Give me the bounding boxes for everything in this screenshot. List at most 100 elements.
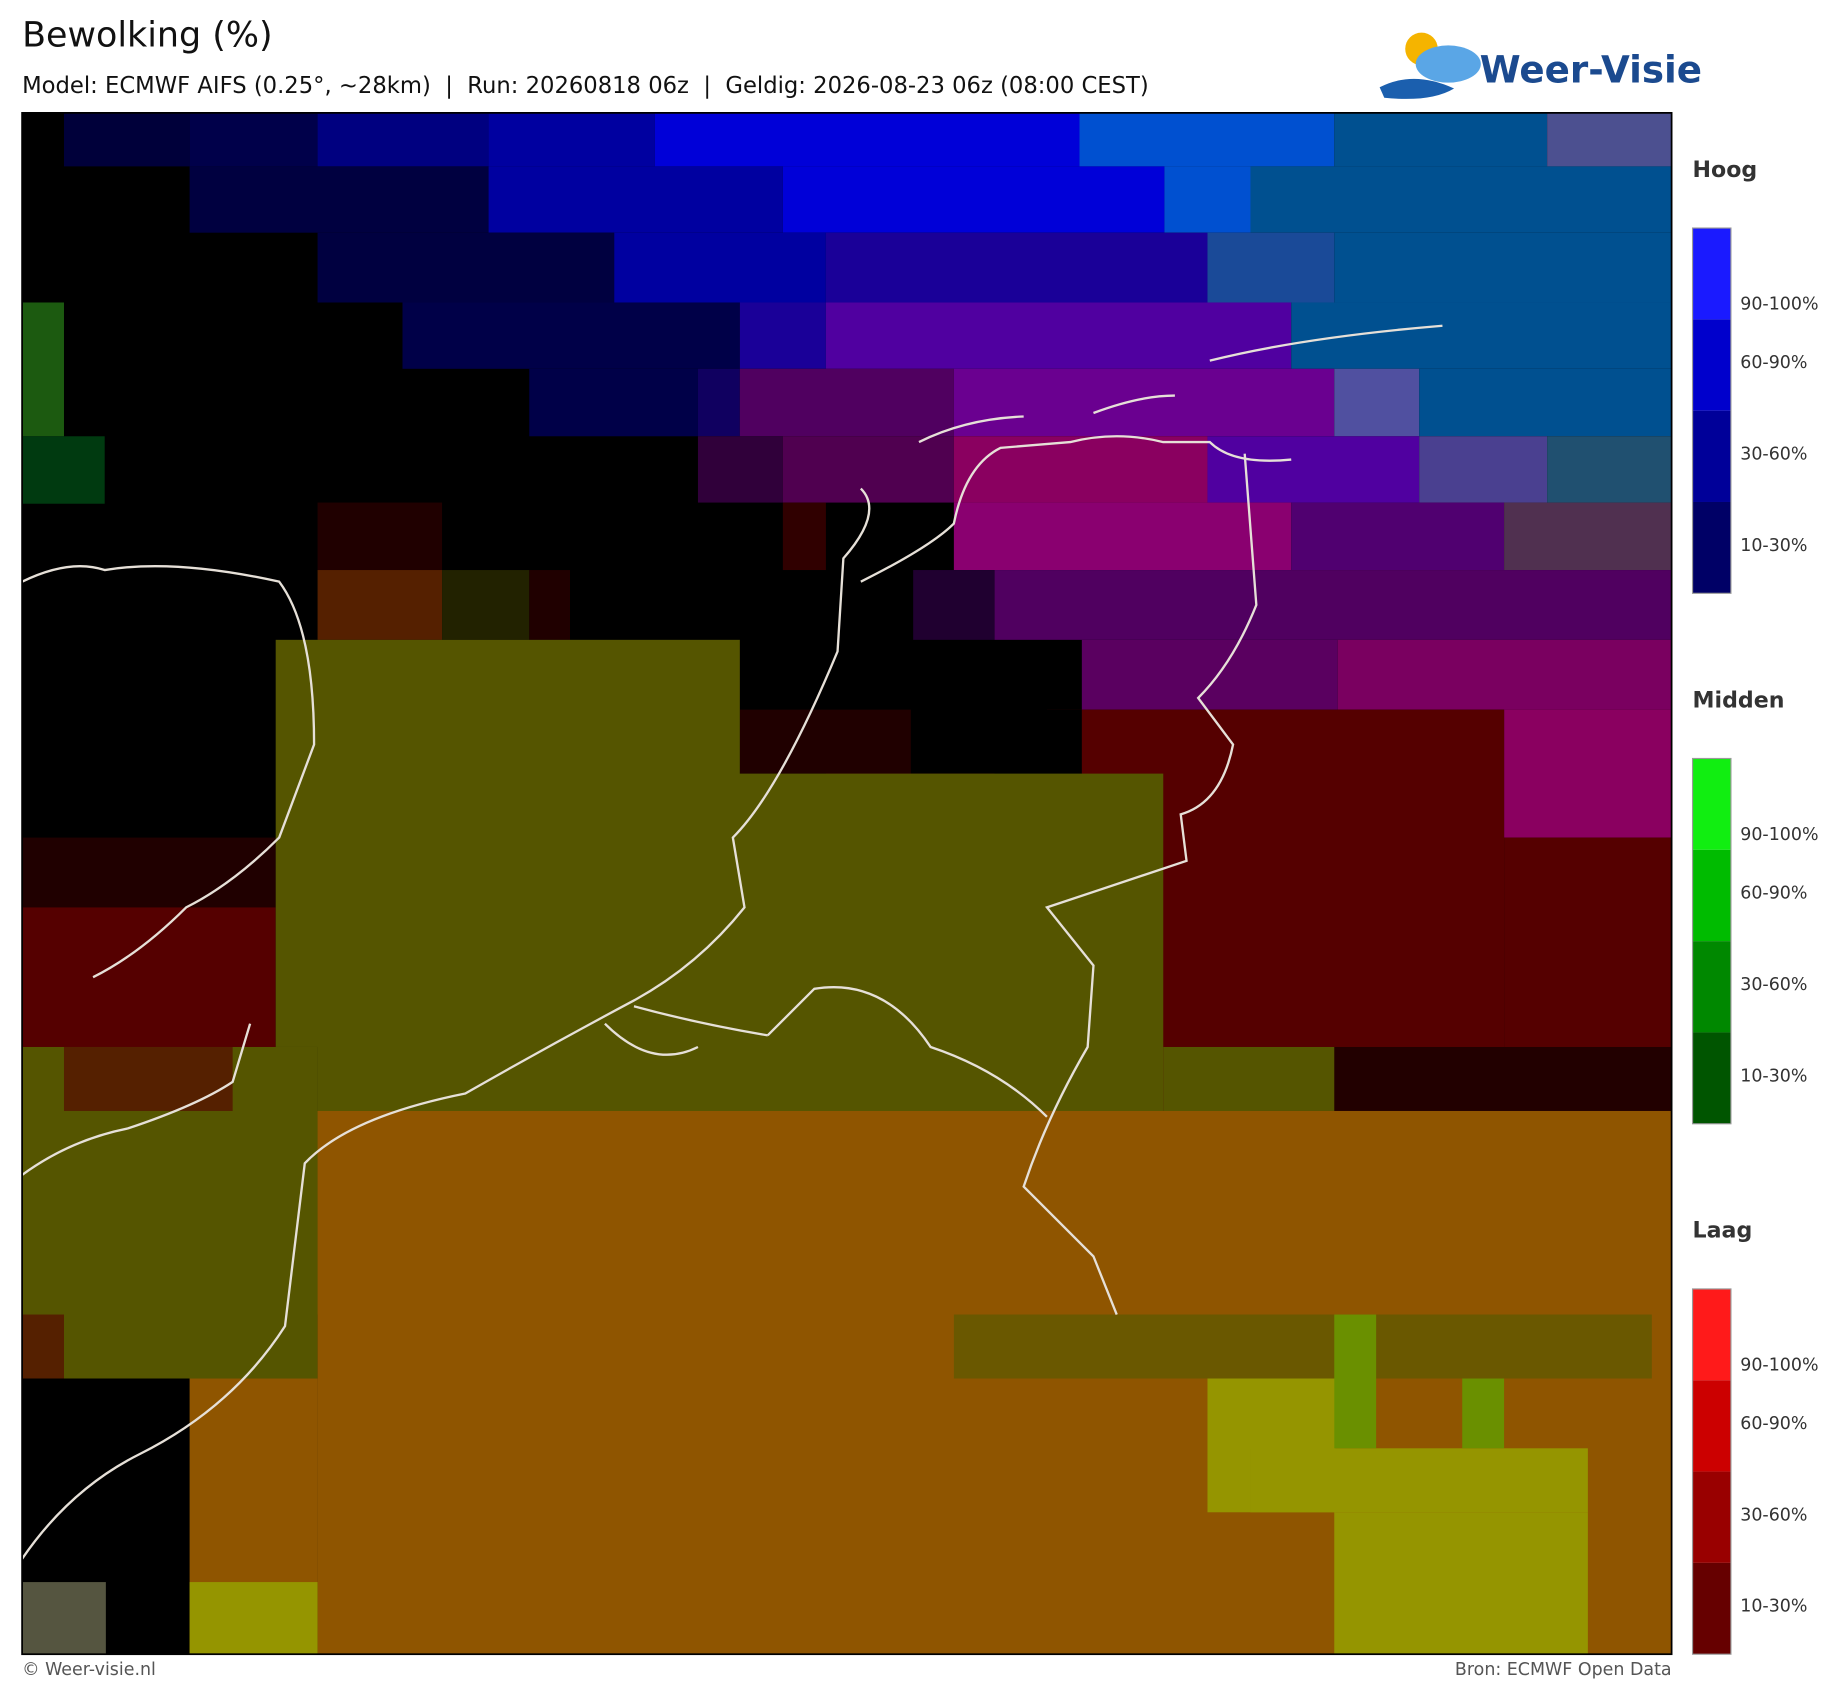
logo-text: Weer-Visie (1480, 48, 1702, 92)
legend-swatch (1692, 410, 1731, 502)
legend-label: 90-100% (1740, 1355, 1818, 1375)
cloud-cell (1079, 112, 1335, 167)
cloud-cell (189, 1582, 318, 1655)
cloud-cell (654, 112, 1080, 167)
legend-label: 60-90% (1740, 884, 1807, 904)
legend-swatch (1692, 501, 1731, 594)
coastline (604, 986, 1048, 1118)
legend-label: 10-30% (1740, 536, 1807, 556)
cloud-cell (317, 570, 443, 640)
cloud-cell (1164, 166, 1251, 233)
legend-swatch (1692, 1562, 1731, 1655)
coastline (21, 1023, 252, 1176)
cloud-cell (1334, 112, 1548, 167)
cloud-cell (913, 570, 995, 640)
footer-right: Bron: ECMWF Open Data (1455, 1660, 1672, 1680)
legend-label: 10-30% (1740, 1066, 1807, 1086)
logo: Weer-Visie (1379, 32, 1702, 99)
cloud-cell (22, 302, 64, 437)
cloud-cell (953, 368, 1335, 437)
coastline (21, 487, 871, 1560)
coastline (860, 435, 1292, 583)
legend-label: 30-60% (1740, 975, 1807, 995)
legend-swatch (1692, 228, 1731, 320)
legend-label: 10-30% (1740, 1597, 1807, 1617)
cloud-cell (697, 436, 783, 503)
cloud-cell (317, 112, 489, 167)
cloud-cell (739, 302, 826, 369)
cloud-cell (614, 232, 826, 303)
cloud-cell (529, 368, 698, 437)
map-area (21, 112, 1672, 1655)
coastline (1022, 453, 1258, 1315)
cloud-cell (697, 368, 740, 437)
legend-label: 30-60% (1740, 1505, 1807, 1525)
legend-swatch (1692, 849, 1731, 942)
cloud-cell (189, 166, 489, 233)
legend-title: Hoog (1693, 157, 1758, 183)
legend-swatch (1692, 1471, 1731, 1563)
cloud-cell (782, 436, 954, 503)
cloud-cell (1207, 232, 1335, 303)
cloud-cell (739, 368, 954, 437)
cloud-cell (1250, 166, 1672, 233)
cloud-cell (1334, 1512, 1588, 1655)
cloud-cell (782, 166, 1165, 233)
cloud-cell (1504, 502, 1672, 571)
cloud-cell (953, 436, 1208, 503)
logo-cloud (1415, 45, 1481, 83)
cloud-cell (1504, 709, 1672, 838)
legend-swatch (1692, 1380, 1731, 1472)
cloud-cell (317, 232, 615, 303)
cloud-cell (825, 302, 1292, 369)
legend-border (1691, 227, 1732, 594)
cloud-cell (189, 112, 318, 167)
cloud-cell (529, 570, 570, 640)
legend: Hoog 90-100% 60-90% 30-60% 10-30% Midden 90-10… (1691, 157, 1819, 1655)
legend-label: 60-90% (1740, 1414, 1807, 1434)
logo-wave (1379, 78, 1455, 99)
cloud-cell (1081, 639, 1338, 710)
legend-label: 60-90% (1740, 353, 1807, 373)
cloud-cell (402, 302, 740, 369)
legend-title: Laag (1693, 1218, 1753, 1244)
cloud-cell (1334, 232, 1672, 303)
cloud-cell (63, 1046, 233, 1111)
cloud-cell (22, 1314, 64, 1379)
coastline (918, 324, 1443, 444)
cloud-cell (825, 232, 1208, 303)
cloud-cell (22, 436, 105, 504)
cloud-cell (1547, 112, 1672, 167)
title: Bewolking (%) (22, 16, 273, 56)
legend-title: Midden (1693, 687, 1785, 713)
legend-swatch (1692, 1032, 1731, 1124)
cloud-cell (1547, 436, 1672, 503)
cloud-cell (1334, 1314, 1377, 1449)
cloud-cell (1207, 436, 1420, 503)
cloud-cell (994, 570, 1672, 640)
cloud-cell (1462, 1378, 1505, 1449)
cloud-cell (488, 166, 783, 233)
cloud-cell (1337, 639, 1672, 710)
cloud-cell (317, 502, 443, 571)
cloud-cell (739, 709, 911, 774)
legend-label: 90-100% (1740, 825, 1818, 845)
coastline (21, 565, 316, 979)
map-frame (21, 112, 1673, 1656)
cloud-cell (488, 112, 655, 167)
cloud-cell (22, 1582, 106, 1655)
legend-border (1691, 1288, 1732, 1655)
legend-swatch (1692, 1288, 1731, 1381)
legend-swatch (1692, 319, 1731, 411)
cloud-cell (953, 502, 1292, 571)
subtitle: Model: ECMWF AIFS (0.25°, ~28km) | Run: … (22, 73, 1149, 99)
cloud-cell (1334, 368, 1420, 437)
cloud-cell (1419, 436, 1548, 503)
cloud-cell (1291, 502, 1505, 571)
legend-swatch (1692, 758, 1731, 850)
cloud-cell (953, 1314, 1652, 1379)
cloud-cell (782, 502, 826, 571)
footer-left: © Weer-visie.nl (22, 1660, 156, 1680)
